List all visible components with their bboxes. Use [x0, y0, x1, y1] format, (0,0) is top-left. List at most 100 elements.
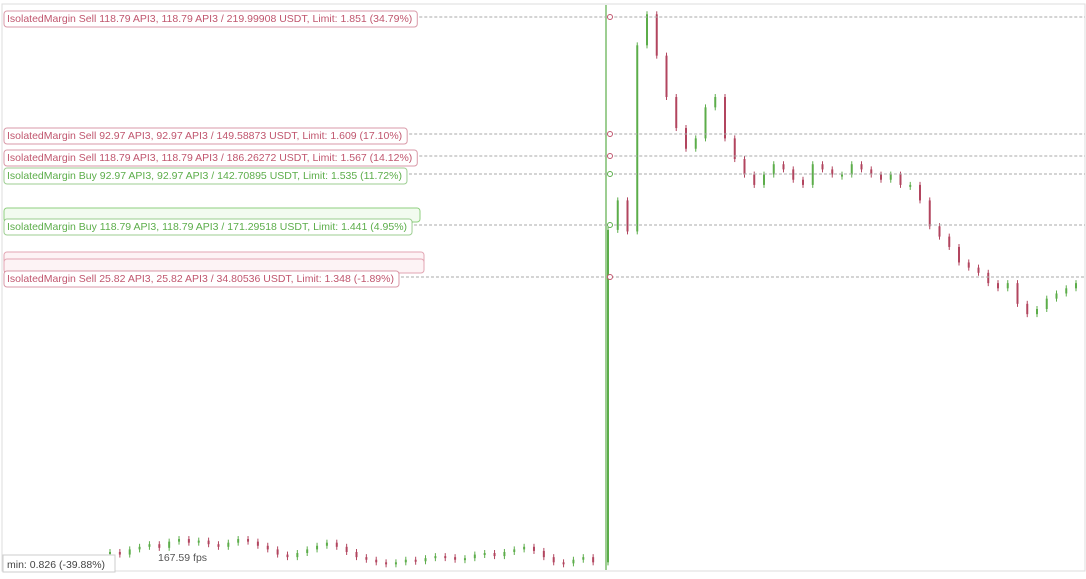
candle-body [138, 546, 141, 550]
candle-body [414, 559, 417, 562]
candle-body [733, 138, 736, 160]
candle-body [977, 267, 980, 273]
candle-body [168, 541, 171, 548]
candle-body [655, 14, 658, 56]
candle-body [375, 559, 378, 563]
order-marker [607, 153, 613, 159]
candle-body [626, 200, 629, 232]
candle-body [256, 541, 259, 546]
candle-body [513, 549, 516, 552]
candle-body [434, 556, 437, 559]
candle-body [928, 200, 931, 227]
candle-body [870, 169, 873, 175]
candle-body [385, 562, 388, 565]
candle-body [714, 97, 717, 108]
candle-body [404, 559, 407, 563]
candle-body [178, 539, 181, 542]
candle-body [542, 550, 545, 558]
candle-body [685, 128, 687, 149]
order-box [3, 167, 408, 185]
candle-body [572, 559, 575, 564]
candle-body [704, 107, 707, 139]
candle-body [1016, 283, 1019, 304]
candle-body [394, 562, 397, 565]
candle-body [802, 179, 804, 185]
order-box [3, 149, 418, 167]
candle-body [958, 246, 960, 263]
fps: 167.59 fps [158, 552, 207, 564]
candle-body [562, 562, 565, 565]
candle-body [148, 544, 151, 547]
candle-body [1075, 283, 1077, 289]
order-label: IsolatedMargin Sell 92.97 API3, 92.97 AP… [7, 130, 402, 142]
candle-body [665, 55, 668, 98]
candle-body [532, 546, 535, 551]
candle-body [1045, 298, 1048, 309]
min-label: min: 0.826 (-39.88%) [7, 559, 105, 571]
order-box [3, 270, 400, 288]
candle-body [850, 164, 853, 175]
candle-body [811, 164, 814, 185]
candle-body [880, 174, 882, 180]
candle-body [109, 551, 111, 554]
candle-body [227, 542, 230, 547]
order-box [3, 10, 418, 28]
candle-body [365, 557, 368, 560]
candle-body [158, 544, 161, 548]
order-marker [607, 274, 613, 280]
orders: IsolatedMargin Sell 118.79 API3, 118.79 … [3, 10, 1085, 288]
candle-body [889, 174, 892, 180]
candle-body [345, 546, 348, 552]
candle-body [831, 169, 834, 175]
candle-body [187, 539, 190, 543]
candle-body [197, 540, 200, 543]
candle-body [616, 200, 619, 230]
candle-body [523, 546, 526, 550]
candle-body [636, 45, 639, 232]
candle-body [483, 553, 486, 556]
order-label: IsolatedMargin Buy 92.97 API3, 92.97 API… [7, 170, 402, 182]
candle-body [286, 554, 289, 558]
candle-body [646, 14, 648, 46]
candle-body [463, 558, 466, 561]
candle-body [582, 557, 585, 560]
candle-body [938, 226, 941, 237]
candle-body [424, 558, 427, 562]
order-box [3, 127, 408, 145]
candle-body [743, 159, 746, 175]
order-label: IsolatedMargin Buy 118.79 API3, 118.79 A… [7, 221, 407, 233]
candle-body [207, 540, 210, 545]
candle-body [772, 164, 775, 175]
candle-body [675, 97, 678, 129]
candle-body [899, 174, 902, 185]
order-marker [607, 14, 613, 20]
candle-body [1055, 293, 1058, 299]
candle-body [1026, 303, 1029, 315]
candle-body [493, 553, 496, 557]
candles [109, 5, 1077, 570]
candle-body [325, 542, 328, 546]
candle-body [987, 272, 990, 284]
candle-body [694, 138, 697, 149]
candle-body [753, 174, 756, 185]
candle-body [296, 553, 299, 558]
candle-body [1006, 283, 1009, 289]
candle-body [473, 554, 476, 559]
order-box [3, 218, 413, 236]
candle-body [967, 262, 970, 268]
candle-body [306, 549, 309, 554]
order-marker [607, 222, 613, 228]
candle-body [1065, 288, 1068, 294]
order-label: IsolatedMargin Sell 118.79 API3, 118.79 … [7, 13, 412, 25]
candle-body [607, 229, 609, 563]
candle-body [763, 174, 765, 185]
min-box [2, 554, 116, 573]
candle-body [237, 539, 240, 543]
candle-body [592, 557, 595, 563]
candle-body [454, 557, 457, 560]
candle-body [782, 164, 785, 170]
candle-body [335, 542, 338, 547]
candle-body [276, 549, 279, 555]
